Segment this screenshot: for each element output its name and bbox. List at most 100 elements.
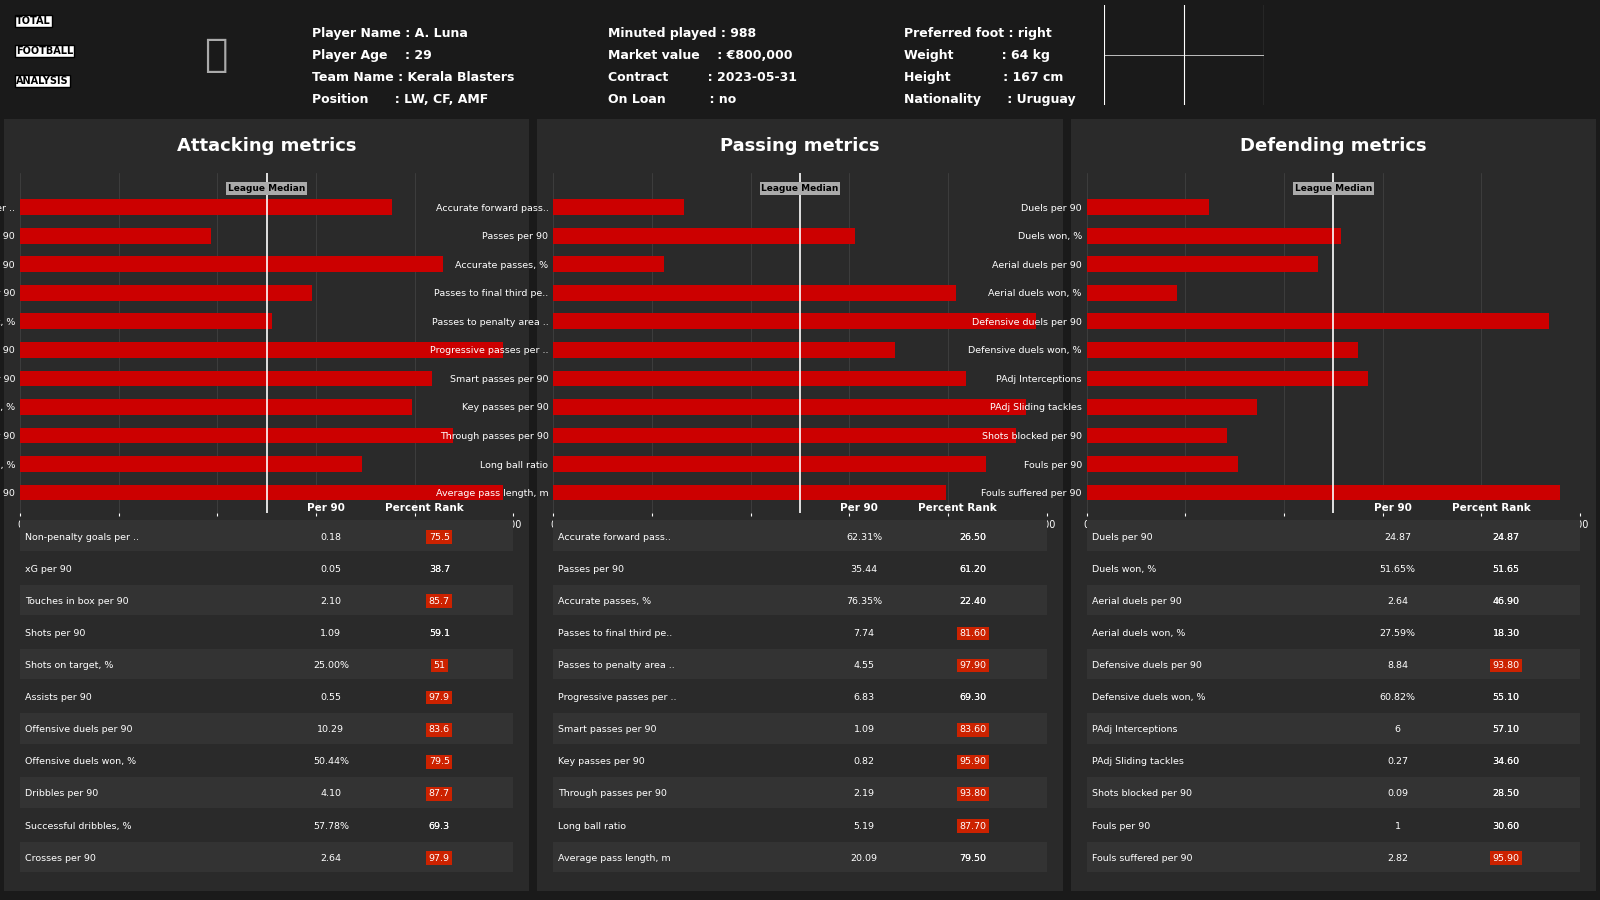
Text: 0.27: 0.27: [1387, 758, 1408, 767]
Text: Dribbles per 90: Dribbles per 90: [26, 789, 98, 798]
Text: Per 90: Per 90: [840, 503, 878, 513]
Bar: [19, 456, 362, 472]
Bar: [19, 199, 392, 215]
Text: Through passes per 90: Through passes per 90: [558, 789, 667, 798]
Text: Offensive duels won, %: Offensive duels won, %: [26, 758, 136, 767]
FancyBboxPatch shape: [554, 553, 1046, 583]
Text: ANALYSIS: ANALYSIS: [16, 76, 69, 86]
Text: Per 90: Per 90: [1373, 503, 1411, 513]
Text: 10.29: 10.29: [317, 725, 344, 734]
Text: 2.19: 2.19: [854, 789, 875, 798]
Text: Height            : 167 cm: Height : 167 cm: [904, 71, 1064, 85]
Text: Non-penalty goals per ..: Non-penalty goals per ..: [26, 533, 139, 542]
FancyBboxPatch shape: [19, 681, 514, 711]
Text: Percent Rank: Percent Rank: [386, 503, 464, 513]
Bar: [1086, 313, 1549, 329]
Text: 24.87: 24.87: [1384, 533, 1411, 542]
Text: 60.82%: 60.82%: [1379, 693, 1416, 702]
Text: 20.09: 20.09: [851, 854, 878, 863]
Text: 2.64: 2.64: [320, 854, 341, 863]
Bar: [554, 456, 986, 472]
FancyBboxPatch shape: [554, 842, 1046, 872]
Text: Weight           : 64 kg: Weight : 64 kg: [904, 50, 1050, 62]
FancyBboxPatch shape: [19, 745, 514, 776]
Bar: [19, 342, 502, 357]
Text: 28.50: 28.50: [1493, 789, 1520, 798]
Text: 51.65: 51.65: [1493, 564, 1520, 573]
Text: 👤: 👤: [205, 36, 227, 75]
Text: Market value    : €800,000: Market value : €800,000: [608, 50, 792, 62]
FancyBboxPatch shape: [554, 585, 1046, 615]
Text: 4.55: 4.55: [854, 661, 875, 670]
Text: Successful dribbles, %: Successful dribbles, %: [26, 822, 131, 831]
Text: Crosses per 90: Crosses per 90: [26, 854, 96, 863]
Bar: [1086, 228, 1341, 244]
Text: Average pass length, m: Average pass length, m: [558, 854, 670, 863]
Text: 24.87: 24.87: [1493, 533, 1520, 542]
Bar: [554, 428, 1016, 444]
Text: Aerial duels won, %: Aerial duels won, %: [1091, 629, 1186, 638]
Text: 61.20: 61.20: [958, 564, 986, 573]
Text: Smart passes per 90: Smart passes per 90: [558, 725, 656, 734]
Text: Progressive passes per ..: Progressive passes per ..: [558, 693, 677, 702]
Text: 38.7: 38.7: [429, 564, 450, 573]
Text: Nationality      : Uruguay: Nationality : Uruguay: [904, 94, 1075, 106]
Text: 2.82: 2.82: [1387, 854, 1408, 863]
Text: Minuted played : 988: Minuted played : 988: [608, 28, 757, 40]
Text: 69.30: 69.30: [958, 693, 986, 702]
FancyBboxPatch shape: [1086, 713, 1579, 743]
FancyBboxPatch shape: [554, 809, 1046, 840]
Text: 87.7: 87.7: [429, 789, 450, 798]
Text: 5.19: 5.19: [854, 822, 875, 831]
Bar: [19, 228, 211, 244]
Bar: [19, 285, 312, 301]
FancyBboxPatch shape: [1086, 649, 1579, 680]
Text: Preferred foot : right: Preferred foot : right: [904, 28, 1051, 40]
FancyBboxPatch shape: [19, 520, 514, 551]
Text: 57.10: 57.10: [1493, 725, 1520, 734]
Text: 46.90: 46.90: [1493, 597, 1520, 606]
Text: 51.65%: 51.65%: [1379, 564, 1416, 573]
Bar: [554, 228, 856, 244]
Text: Player Name : A. Luna: Player Name : A. Luna: [312, 28, 467, 40]
Bar: [554, 285, 955, 301]
Text: 34.60: 34.60: [1493, 758, 1520, 767]
Text: 79.50: 79.50: [958, 854, 986, 863]
Text: 51: 51: [434, 661, 445, 670]
Bar: [554, 399, 1027, 415]
Text: 2.64: 2.64: [1387, 597, 1408, 606]
Bar: [1086, 256, 1318, 272]
FancyBboxPatch shape: [1086, 616, 1579, 647]
Text: 0.05: 0.05: [320, 564, 341, 573]
Text: 0.55: 0.55: [320, 693, 341, 702]
Text: 7.74: 7.74: [854, 629, 875, 638]
Text: 55.10: 55.10: [1493, 693, 1520, 702]
Text: 24.87: 24.87: [1493, 533, 1520, 542]
Text: Team Name : Kerala Blasters: Team Name : Kerala Blasters: [312, 71, 514, 85]
Text: 1.09: 1.09: [320, 629, 341, 638]
FancyBboxPatch shape: [19, 809, 514, 840]
Text: Assists per 90: Assists per 90: [26, 693, 91, 702]
Text: Duels per 90: Duels per 90: [1091, 533, 1152, 542]
Text: 93.80: 93.80: [1493, 661, 1520, 670]
FancyBboxPatch shape: [19, 616, 514, 647]
Text: 69.3: 69.3: [429, 822, 450, 831]
Text: Percent Rank: Percent Rank: [918, 503, 997, 513]
Bar: [554, 485, 946, 500]
FancyBboxPatch shape: [554, 616, 1046, 647]
Text: 79.5: 79.5: [429, 758, 450, 767]
Text: 95.90: 95.90: [958, 758, 986, 767]
Text: 83.60: 83.60: [958, 725, 986, 734]
FancyBboxPatch shape: [554, 713, 1046, 743]
Text: Defensive duels won, %: Defensive duels won, %: [1091, 693, 1205, 702]
Text: Shots on target, %: Shots on target, %: [26, 661, 114, 670]
FancyBboxPatch shape: [1086, 553, 1579, 583]
Bar: [19, 313, 272, 329]
Text: Passes per 90: Passes per 90: [558, 564, 624, 573]
Text: Long ball ratio: Long ball ratio: [558, 822, 626, 831]
Text: League Median: League Median: [1294, 184, 1373, 194]
Text: 95.90: 95.90: [1493, 854, 1520, 863]
Text: TOTAL: TOTAL: [16, 16, 51, 26]
Bar: [1086, 285, 1178, 301]
Text: Attacking metrics: Attacking metrics: [178, 137, 357, 155]
